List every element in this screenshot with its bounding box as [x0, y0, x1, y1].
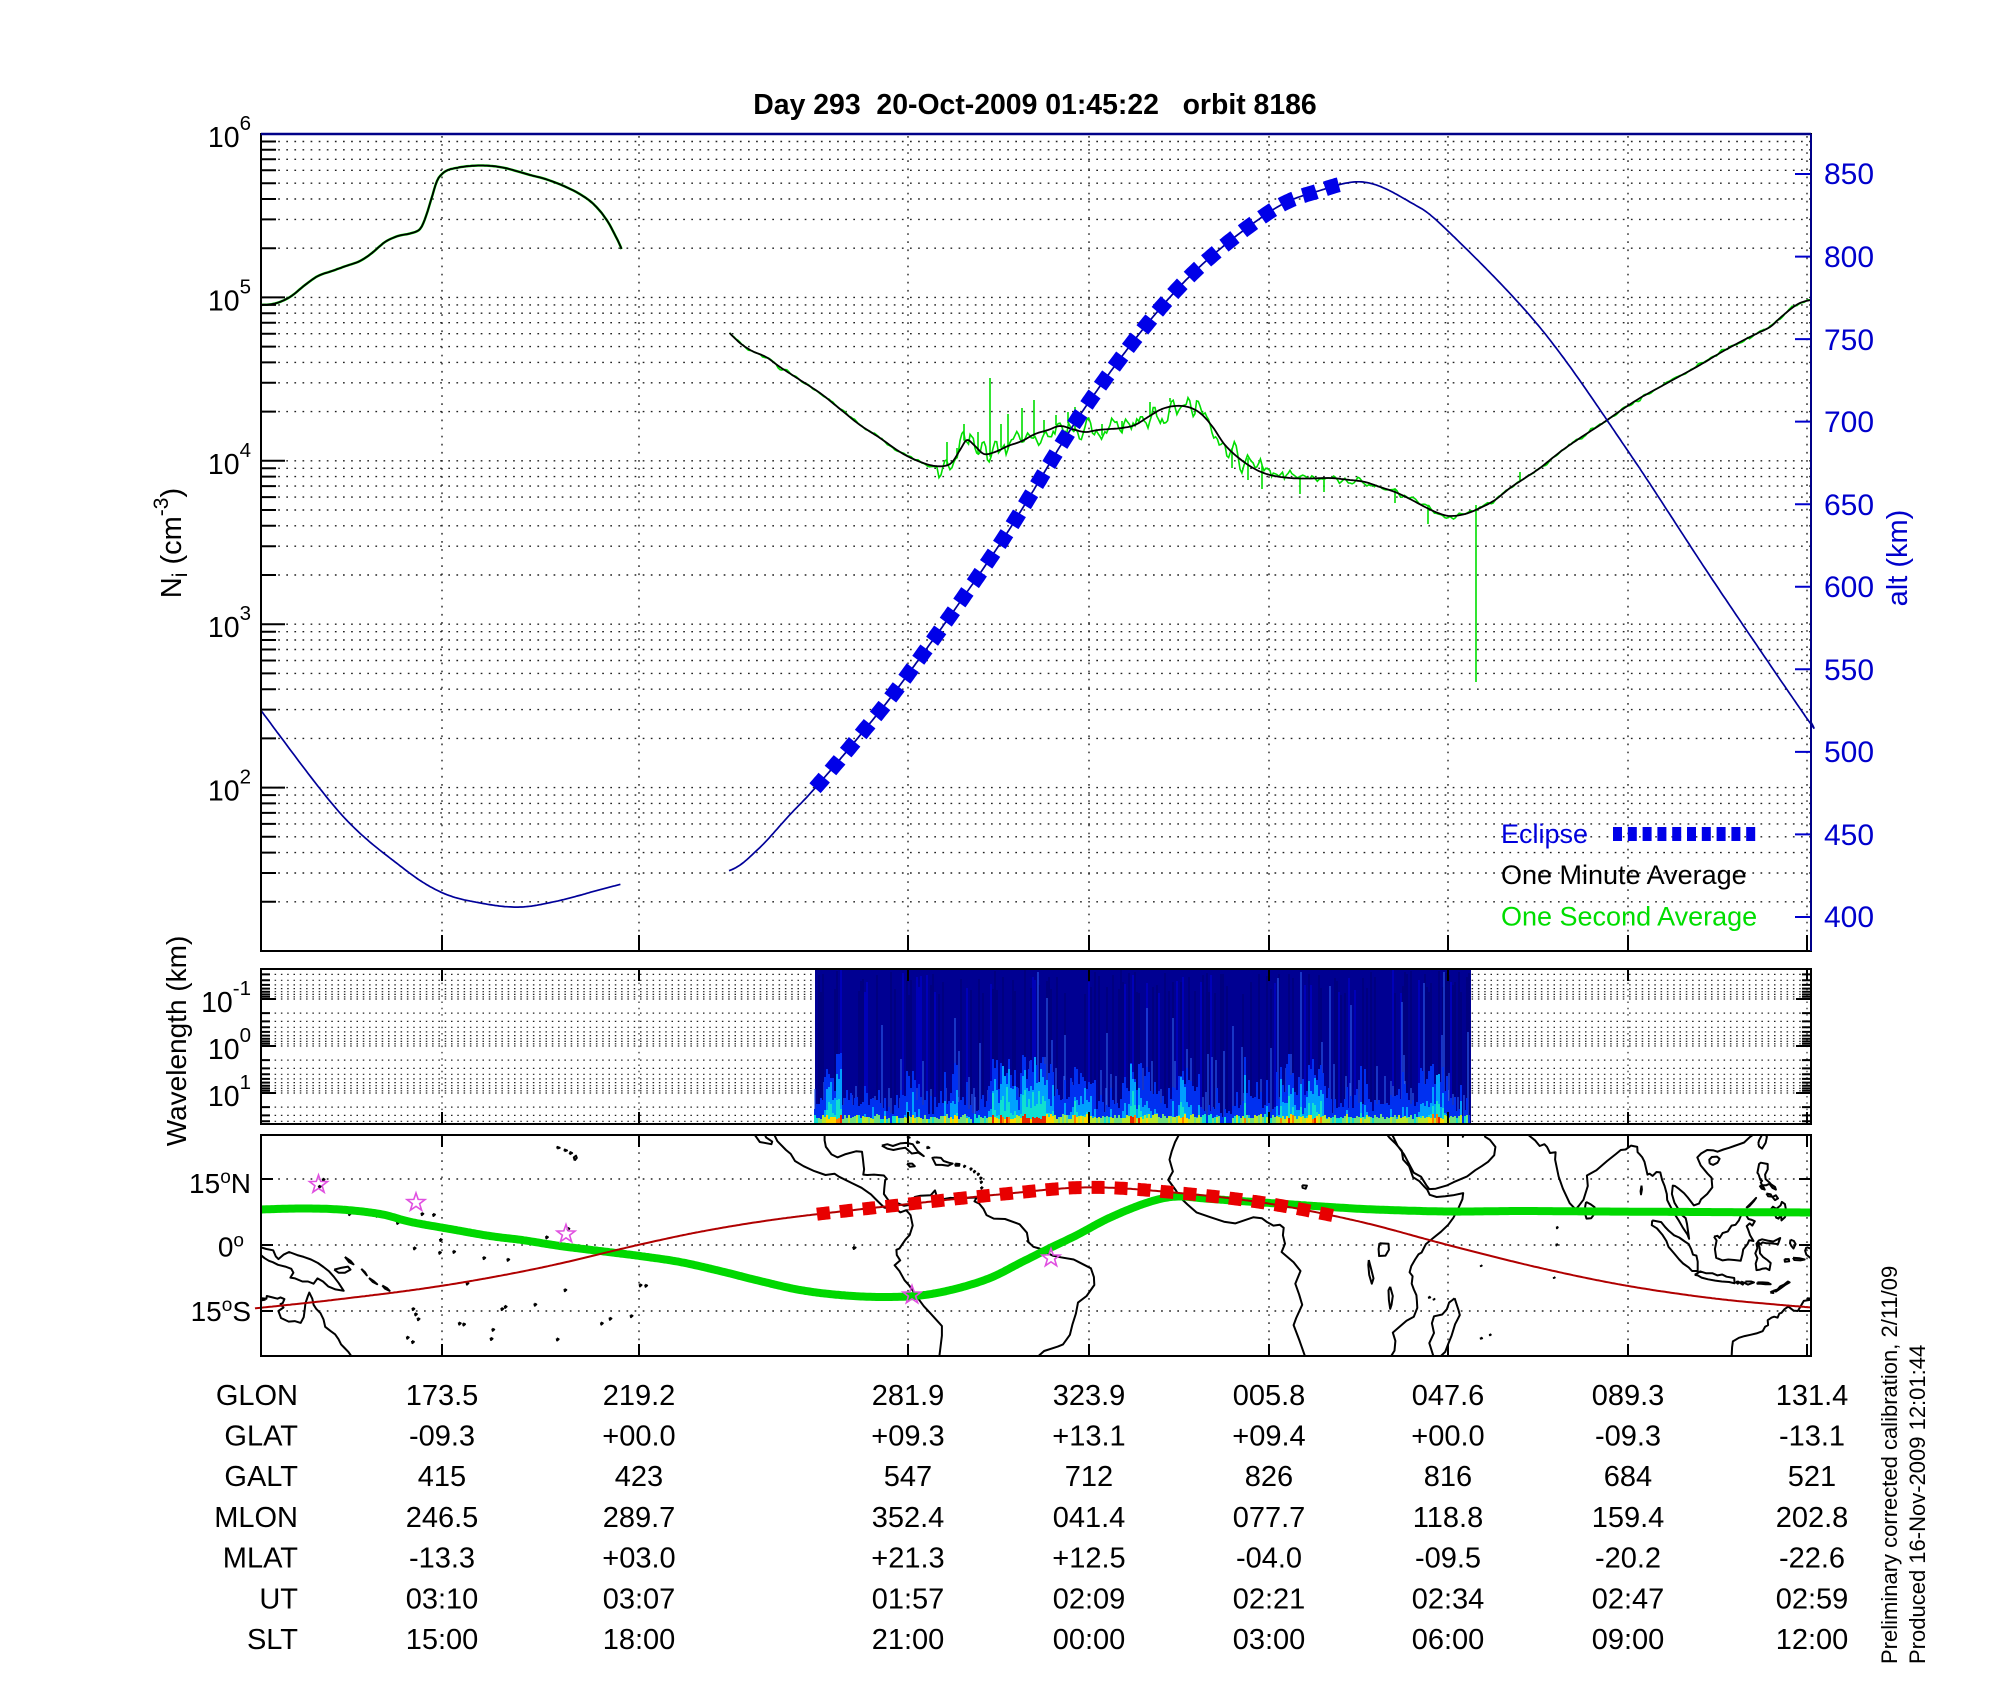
svg-text:15oN: 15oN — [189, 1167, 251, 1199]
svg-text:+09.3: +09.3 — [871, 1421, 944, 1453]
svg-text:00:00: 00:00 — [1053, 1624, 1126, 1656]
svg-text:173.5: 173.5 — [406, 1380, 479, 1412]
svg-text:600: 600 — [1824, 571, 1874, 604]
svg-text:800: 800 — [1824, 241, 1874, 274]
svg-text:+13.1: +13.1 — [1052, 1421, 1125, 1453]
svg-text:400: 400 — [1824, 901, 1874, 934]
svg-text:01:57: 01:57 — [872, 1583, 945, 1615]
svg-text:SLT: SLT — [247, 1624, 298, 1656]
svg-text:750: 750 — [1824, 324, 1874, 357]
svg-text:323.9: 323.9 — [1053, 1380, 1126, 1412]
svg-text:423: 423 — [615, 1461, 663, 1493]
svg-text:alt (km): alt (km) — [1882, 510, 1914, 607]
svg-text:700: 700 — [1824, 406, 1874, 439]
svg-text:-09.5: -09.5 — [1415, 1543, 1481, 1575]
svg-text:12:00: 12:00 — [1776, 1624, 1849, 1656]
svg-text:03:00: 03:00 — [1233, 1624, 1306, 1656]
svg-text:289.7: 289.7 — [603, 1502, 676, 1534]
svg-text:21:00: 21:00 — [872, 1624, 945, 1656]
svg-text:One Second Average: One Second Average — [1501, 902, 1757, 932]
svg-text:-22.6: -22.6 — [1779, 1543, 1845, 1575]
svg-text:02:47: 02:47 — [1592, 1583, 1665, 1615]
svg-text:GALT: GALT — [224, 1461, 298, 1493]
svg-text:-13.1: -13.1 — [1779, 1421, 1845, 1453]
svg-text:547: 547 — [884, 1461, 932, 1493]
svg-text:02:34: 02:34 — [1412, 1583, 1485, 1615]
svg-text:03:10: 03:10 — [406, 1583, 479, 1615]
svg-text:500: 500 — [1824, 736, 1874, 769]
svg-text:+00.0: +00.0 — [602, 1421, 675, 1453]
svg-text:047.6: 047.6 — [1412, 1380, 1485, 1412]
svg-text:077.7: 077.7 — [1233, 1502, 1306, 1534]
svg-text:18:00: 18:00 — [603, 1624, 676, 1656]
svg-text:281.9: 281.9 — [872, 1380, 945, 1412]
svg-text:Produced 16-Nov-2009 12:01:44: Produced 16-Nov-2009 12:01:44 — [1905, 1345, 1930, 1664]
svg-text:02:59: 02:59 — [1776, 1583, 1849, 1615]
svg-text:GLAT: GLAT — [224, 1421, 298, 1453]
svg-text:246.5: 246.5 — [406, 1502, 479, 1534]
svg-text:Wavelength (km): Wavelength (km) — [161, 936, 192, 1147]
svg-text:219.2: 219.2 — [603, 1380, 676, 1412]
svg-text:684: 684 — [1604, 1461, 1652, 1493]
svg-text:450: 450 — [1824, 819, 1874, 852]
svg-text:-20.2: -20.2 — [1595, 1543, 1661, 1575]
svg-text:15:00: 15:00 — [406, 1624, 479, 1656]
svg-text:352.4: 352.4 — [872, 1502, 945, 1534]
svg-text:One Minute Average: One Minute Average — [1501, 860, 1747, 890]
svg-text:089.3: 089.3 — [1592, 1380, 1665, 1412]
svg-text:816: 816 — [1424, 1461, 1472, 1493]
svg-text:Day 293 20-Oct-2009 01:45:22: Day 293 20-Oct-2009 01:45:22 orbit 8186 — [753, 89, 1316, 121]
svg-text:521: 521 — [1788, 1461, 1836, 1493]
svg-text:GLON: GLON — [216, 1380, 298, 1412]
svg-text:MLAT: MLAT — [223, 1543, 298, 1575]
svg-text:415: 415 — [418, 1461, 466, 1493]
svg-text:+03.0: +03.0 — [602, 1543, 675, 1575]
svg-text:Eclipse: Eclipse — [1501, 819, 1588, 849]
svg-text:15oS: 15oS — [191, 1295, 251, 1327]
svg-text:06:00: 06:00 — [1412, 1624, 1485, 1656]
svg-text:-09.3: -09.3 — [1595, 1421, 1661, 1453]
svg-text:-04.0: -04.0 — [1236, 1543, 1302, 1575]
svg-text:+09.4: +09.4 — [1232, 1421, 1305, 1453]
svg-text:+12.5: +12.5 — [1052, 1543, 1125, 1575]
svg-text:02:21: 02:21 — [1233, 1583, 1306, 1615]
svg-text:UT: UT — [259, 1583, 298, 1615]
svg-text:09:00: 09:00 — [1592, 1624, 1665, 1656]
svg-text:650: 650 — [1824, 489, 1874, 522]
svg-text:005.8: 005.8 — [1233, 1380, 1306, 1412]
svg-text:Preliminary corrected calibrat: Preliminary corrected calibration, 2/11/… — [1877, 1266, 1902, 1664]
svg-text:202.8: 202.8 — [1776, 1502, 1849, 1534]
svg-text:041.4: 041.4 — [1053, 1502, 1126, 1534]
svg-text:02:09: 02:09 — [1053, 1583, 1126, 1615]
svg-text:712: 712 — [1065, 1461, 1113, 1493]
svg-text:826: 826 — [1245, 1461, 1293, 1493]
svg-text:03:07: 03:07 — [603, 1583, 676, 1615]
svg-text:550: 550 — [1824, 654, 1874, 687]
svg-text:MLON: MLON — [214, 1502, 298, 1534]
svg-text:+21.3: +21.3 — [871, 1543, 944, 1575]
svg-text:131.4: 131.4 — [1776, 1380, 1849, 1412]
svg-text:-09.3: -09.3 — [409, 1421, 475, 1453]
svg-text:118.8: 118.8 — [1413, 1502, 1483, 1534]
svg-text:-13.3: -13.3 — [409, 1543, 475, 1575]
svg-text:159.4: 159.4 — [1592, 1502, 1665, 1534]
svg-text:+00.0: +00.0 — [1411, 1421, 1484, 1453]
svg-text:850: 850 — [1824, 158, 1874, 191]
